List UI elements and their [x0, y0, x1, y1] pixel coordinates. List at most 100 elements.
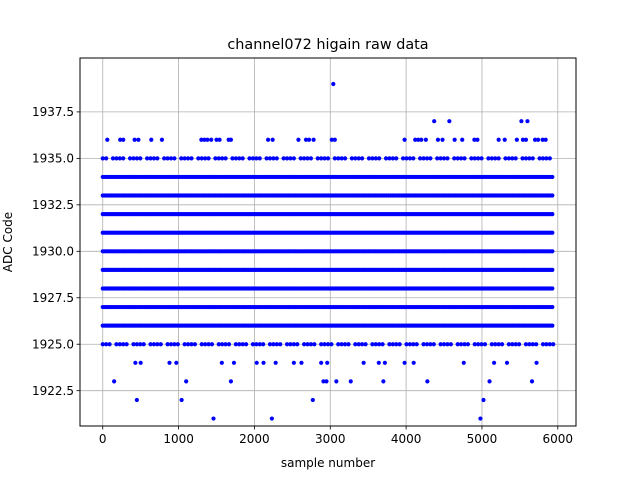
data-point: [502, 137, 507, 142]
data-point: [189, 156, 194, 161]
data-point: [397, 342, 402, 347]
data-point: [167, 360, 172, 365]
data-point: [550, 267, 555, 272]
data-point: [510, 342, 515, 347]
data-point: [448, 342, 453, 347]
data-point: [274, 342, 279, 347]
data-point: [440, 137, 445, 142]
data-point: [271, 342, 276, 347]
data-point: [217, 137, 222, 142]
x-axis: 0 1000 2000 3000 4000 5000 6000: [99, 426, 573, 446]
data-point: [520, 156, 525, 161]
data-point: [124, 342, 129, 347]
data-point: [504, 360, 510, 365]
data-point: [363, 342, 368, 347]
data-point: [550, 193, 555, 198]
data-point: [182, 156, 187, 161]
data-point: [339, 342, 344, 347]
data-point: [428, 156, 433, 161]
data-point: [373, 342, 378, 347]
data-point: [356, 342, 361, 347]
data-point: [325, 360, 330, 365]
data-point: [168, 342, 174, 347]
data-point: [360, 156, 365, 161]
data-point: [247, 156, 252, 161]
data-point: [264, 156, 269, 161]
data-point: [199, 137, 204, 142]
data-point: [472, 137, 477, 142]
data-point: [233, 342, 238, 347]
data-point: [121, 342, 126, 347]
data-point: [503, 156, 508, 161]
data-point: [185, 342, 191, 347]
y-tick-label: 1930.0: [32, 245, 74, 259]
data-point: [479, 342, 484, 347]
data-point: [481, 397, 486, 403]
data-point: [321, 379, 326, 384]
data-point: [418, 156, 423, 161]
data-point: [226, 342, 232, 347]
data-point: [496, 137, 501, 142]
data-point: [325, 156, 331, 161]
data-point: [523, 137, 529, 142]
data-point: [342, 156, 348, 161]
data-point: [332, 137, 337, 142]
data-point: [219, 360, 224, 365]
data-point: [134, 397, 139, 403]
data-point: [322, 342, 327, 347]
data-point: [114, 342, 119, 347]
data-point: [476, 342, 481, 347]
data-point: [381, 379, 386, 384]
data-point: [394, 156, 399, 161]
data-point: [205, 137, 210, 142]
data-point: [288, 156, 293, 161]
data-point: [288, 342, 293, 347]
data-point: [203, 156, 208, 161]
data-point: [145, 156, 150, 161]
data-point: [475, 137, 480, 142]
y-tick-label: 1935.0: [32, 152, 74, 166]
data-point: [445, 156, 450, 161]
data-point: [551, 342, 556, 347]
data-point: [416, 137, 421, 142]
data-point: [148, 156, 153, 161]
data-point: [155, 156, 160, 161]
data-point: [182, 342, 187, 347]
data-point: [250, 156, 256, 161]
y-axis-title: ADC Code: [1, 212, 15, 272]
data-point: [517, 342, 522, 347]
data-point: [506, 156, 511, 161]
data-point: [305, 156, 310, 161]
y-axis: 1922.5 1925.0 1927.5 1930.0 1932.5 1935.0 1937…: [32, 105, 80, 398]
data-point: [489, 342, 494, 347]
chart-title: channel072 higain raw data: [227, 37, 428, 53]
data-point: [452, 156, 457, 161]
data-point: [479, 156, 484, 161]
data-point: [168, 156, 174, 161]
data-point: [329, 137, 334, 142]
data-point: [421, 156, 426, 161]
data-point: [274, 156, 279, 161]
data-point: [462, 342, 467, 347]
data-point: [540, 156, 546, 161]
data-point: [271, 156, 276, 161]
data-point: [202, 137, 207, 142]
data-point: [402, 137, 407, 142]
data-point: [472, 342, 477, 347]
data-point: [413, 137, 418, 142]
data-point: [414, 342, 419, 347]
data-point: [523, 156, 529, 161]
data-point: [534, 342, 539, 347]
data-point: [460, 137, 465, 142]
data-point: [544, 156, 549, 161]
data-point: [322, 156, 327, 161]
data-point: [228, 379, 234, 384]
y-tick-label: 1937.5: [32, 105, 74, 119]
plot-frame: [79, 57, 577, 427]
data-point: [550, 174, 555, 180]
data-point: [423, 137, 428, 142]
data-point: [133, 360, 138, 365]
data-point: [339, 156, 344, 161]
data-point: [250, 342, 256, 347]
data-point: [165, 156, 170, 161]
